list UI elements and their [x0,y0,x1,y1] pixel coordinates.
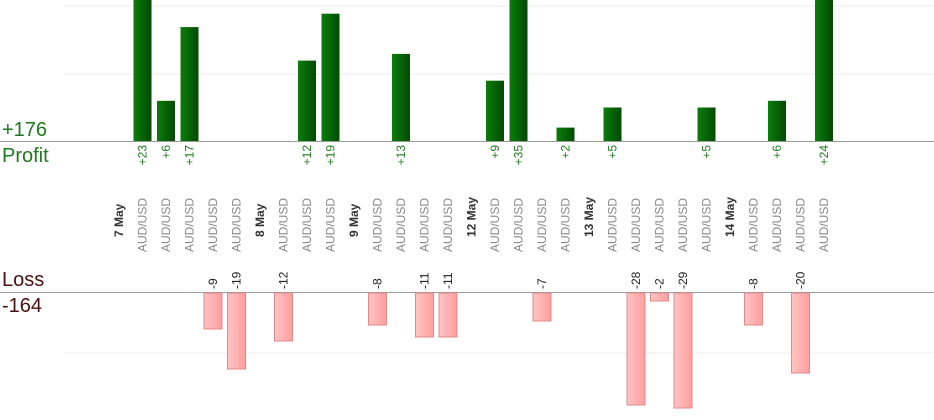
profit-bar [133,0,152,141]
instrument-label: AUD/USD [488,198,502,252]
instrument-label: AUD/USD [324,198,338,252]
profit-value-label: +5 [606,145,620,159]
profit-label: Profit [2,145,49,167]
instrument-label: AUD/USD [606,198,620,252]
instrument-label: AUD/USD [676,198,690,252]
loss-value-label: -19 [230,271,244,289]
instrument-label: AUD/USD [535,198,549,252]
instrument-label: AUD/USD [230,198,244,252]
profit-bar [180,27,199,142]
profit-bar [697,107,716,141]
loss-bar [650,292,669,302]
profit-bar [556,127,575,141]
loss-bar [368,292,387,326]
profit-value-label: +9 [488,145,502,159]
instrument-label: AUD/USD [371,198,385,252]
profit-bar [321,13,340,142]
instrument-label: AUD/USD [441,198,455,252]
loss-value-label: -20 [794,271,808,289]
loss-value-label: -11 [441,272,455,289]
instrument-label: AUD/USD [394,198,408,252]
profit-value-label: +2 [559,145,573,159]
instrument-label: AUD/USD [794,198,808,252]
profit-total: +176 [2,119,48,141]
profit-bar [486,80,504,141]
loss-bar [673,292,693,409]
loss-value-label: -9 [206,278,220,289]
profit-bar [603,107,622,141]
profit-value-label: +35 [512,145,526,166]
loss-bar [203,292,223,330]
instrument-label: AUD/USD [700,198,714,252]
profit-value-label: +19 [324,145,338,166]
loss-value-label: -28 [629,271,643,289]
instrument-label: AUD/USD [136,198,150,252]
instrument-label: AUD/USD [183,198,197,252]
loss-value-label: -8 [371,278,385,289]
profit-value-label: +24 [817,145,831,166]
date-label: 14 May [723,197,737,237]
date-label: 13 May [582,197,596,237]
date-label: 9 May [347,203,361,237]
loss-bar [415,292,434,338]
instrument-label: AUD/USD [629,198,643,252]
instrument-label: AUD/USD [206,198,220,252]
loss-value-label: -8 [747,278,761,289]
profit-bar [392,53,410,141]
profit-value-label: +6 [159,145,173,159]
instrument-label: AUD/USD [770,198,784,252]
loss-bar [626,292,646,406]
profit-value-label: +12 [300,145,314,166]
loss-bar [532,292,552,322]
instrument-label: AUD/USD [817,198,831,252]
instrument-label: AUD/USD [418,198,432,252]
instrument-label: AUD/USD [559,198,573,252]
instrument-label: AUD/USD [512,198,526,252]
instrument-label: AUD/USD [159,198,173,252]
instrument-label: AUD/USD [747,198,761,252]
loss-bar [438,292,458,338]
profit-value-label: +6 [770,145,784,159]
profit-value-label: +13 [394,145,408,166]
loss-total: -164 [2,295,43,317]
date-label: 12 May [465,197,479,237]
profit-bar [815,0,833,141]
loss-value-label: -11 [418,272,432,289]
loss-value-label: -7 [535,278,549,289]
profit-bar [768,100,786,141]
loss-bar [791,292,810,374]
profit-value-label: +5 [700,145,714,159]
instrument-label: AUD/USD [300,198,314,252]
loss-bar [227,292,246,370]
instrument-label: AUD/USD [277,198,291,252]
loss-bar [274,292,293,342]
loss-bar [744,292,763,326]
profit-bar [157,100,175,141]
profit-bar [509,0,528,141]
loss-label: Loss [2,269,45,291]
profit-value-label: +23 [136,145,150,166]
loss-value-label: -29 [676,271,690,289]
profit-value-label: +17 [183,145,197,166]
loss-value-label: -2 [653,278,667,289]
date-label: 7 May [112,203,126,237]
date-label: 8 May [253,203,267,237]
loss-value-label: -12 [277,271,291,289]
profit-bar [298,60,316,141]
instrument-label: AUD/USD [653,198,667,252]
